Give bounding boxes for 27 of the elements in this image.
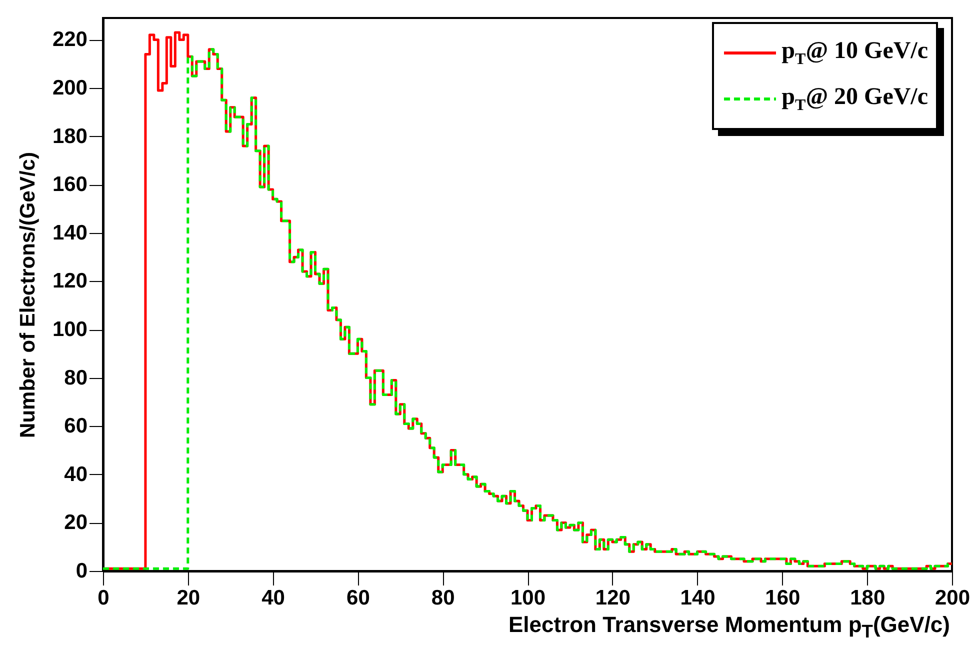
x-axis-title: Electron Transverse Momentum p$_{T}$(GeV/c) [508,612,950,642]
y-axis-title: Number of Electrons/(GeV/c) [16,152,40,438]
x-tick-label: 160 [765,586,800,610]
y-tick-label: 60 [64,414,88,438]
y-tick-label: 180 [52,124,88,148]
y-tick-label: 160 [52,173,88,196]
y-tick-label: 100 [52,318,88,342]
x-tick-label: 100 [510,586,546,610]
x-tick-label: 40 [262,586,285,610]
x-tick-label: 200 [934,586,970,610]
x-tick-label: 120 [595,586,630,610]
y-tick-label: 140 [52,221,88,244]
legend-label: p$_{T}$@ 10 GeV/c [782,38,928,68]
legend-label: p$_{T}$@ 20 GeV/c [782,84,928,114]
y-tick-label: 40 [64,462,88,486]
y-tick-label: 0 [76,560,88,582]
y-tick-label: 120 [52,270,88,293]
x-tick-label: 20 [176,586,200,610]
x-tick-label: 60 [346,586,370,610]
x-tick-label: 140 [680,586,716,610]
y-tick-label: 80 [64,366,88,390]
x-tick-label: 0 [98,586,110,610]
x-tick-label: 180 [850,586,886,610]
y-tick-label: 200 [52,76,88,100]
y-tick-label: 220 [52,28,88,52]
y-tick-label: 20 [64,511,88,534]
x-tick-label: 80 [431,586,455,610]
